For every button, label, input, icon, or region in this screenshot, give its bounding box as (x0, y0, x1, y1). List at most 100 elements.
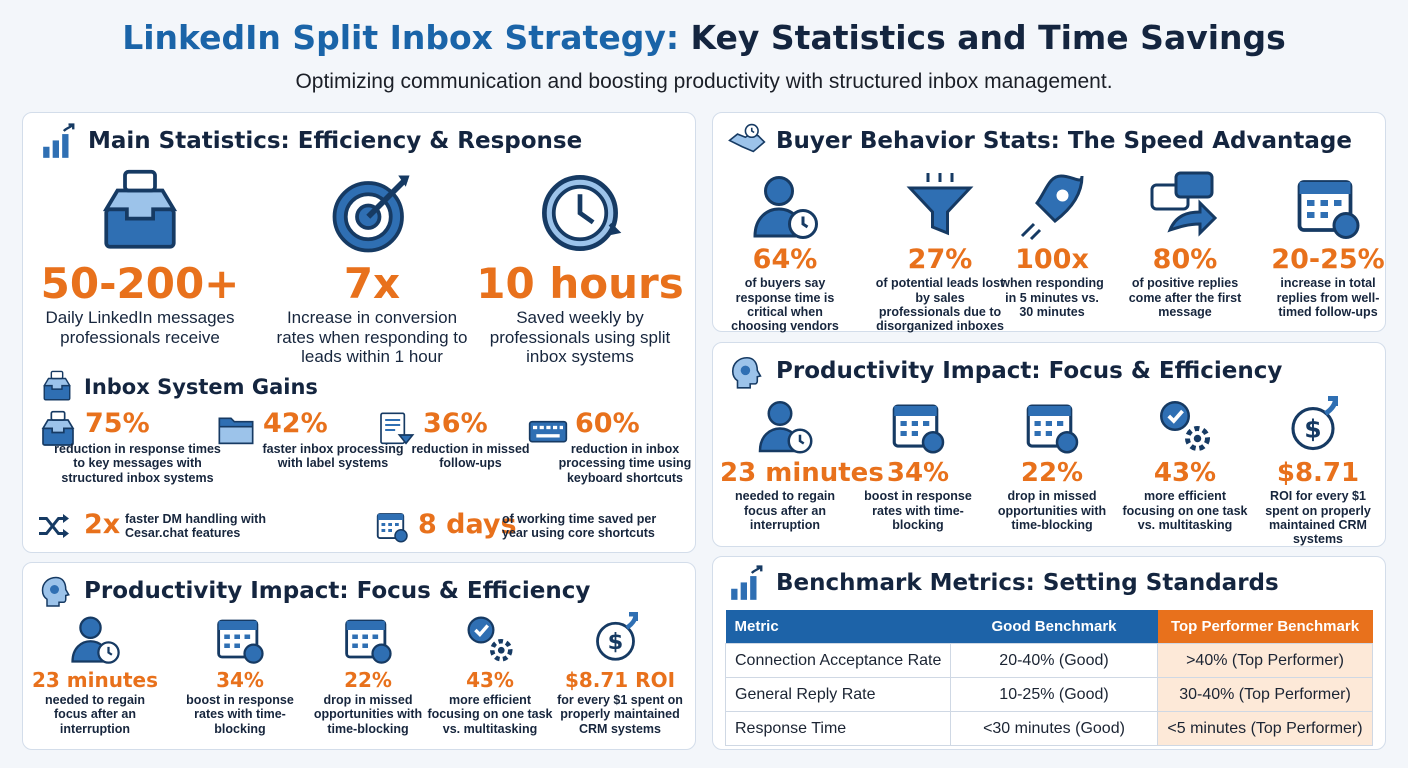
icon-shape (731, 567, 761, 600)
section-icon (38, 573, 74, 609)
column-header: Top Performer Benchmark (1157, 610, 1373, 644)
icon (535, 168, 625, 258)
item-label: reduction in response times to key messa… (54, 442, 221, 485)
title-rest: Key Statistics and Time Savings (690, 18, 1286, 57)
stat-label: Increase in conversion rates when respon… (276, 308, 468, 367)
table-cell: 20-40% (Good) (950, 643, 1158, 678)
icon (95, 168, 185, 258)
stat-label: more efficient focusing on one task vs. … (1122, 489, 1248, 533)
table-row: Response Time <30 minutes (Good) <5 minute… (725, 711, 1373, 746)
stat-label: for every $1 spent on properly maintaine… (557, 693, 683, 736)
stat-value: 43% (1153, 458, 1217, 488)
stat-label: needed to regain focus after an interrup… (44, 693, 146, 736)
stat-label: more efficient focusing on one task vs. … (427, 693, 553, 736)
stat-label: of buyers say response time is critical … (731, 276, 839, 334)
icon (728, 353, 766, 391)
icon-shape (1022, 176, 1082, 239)
benchmark-table: Metric Good Benchmark Top Performer Benc… (725, 610, 1373, 746)
stat-block: 43% more efficient focusing on one task v… (1123, 396, 1248, 532)
title-lead: LinkedIn Split Inbox Strategy: (122, 18, 680, 57)
stat-label: boost in response rates with time-blocki… (864, 489, 972, 533)
icon (1288, 396, 1348, 456)
section-title: Buyer Behavior Stats: The Speed Advantag… (776, 128, 1352, 154)
table-cell: <5 minutes (Top Performer) (1157, 711, 1373, 746)
icon-shape (219, 418, 252, 443)
section-title: Main Statistics: Efficiency & Response (88, 128, 583, 154)
stat-block: 43% more efficient focusing on one task v… (428, 612, 553, 736)
icon (216, 410, 256, 450)
section-icon (728, 123, 766, 161)
stat-value: 43% (466, 668, 514, 692)
icon-shape (43, 125, 73, 158)
icon-shape (760, 402, 811, 452)
icon-shape (43, 578, 69, 607)
stat-label: of positive replies come after the first… (1128, 276, 1242, 320)
icon (213, 612, 267, 666)
item-value: 36% (423, 408, 488, 439)
stat-block: 23 minutes needed to regain focus after a… (30, 612, 160, 736)
stat-value: 80% (1152, 244, 1218, 275)
stat-label: drop in missed opportunities with time-b… (997, 489, 1107, 533)
icon-shape (730, 125, 765, 152)
icon (463, 612, 517, 666)
stat-block: 50-200+ Daily LinkedIn messages professio… (25, 168, 255, 347)
icon (327, 168, 417, 258)
stat-label: Daily LinkedIn messages professionals re… (45, 308, 235, 347)
table-cell: Connection Acceptance Rate (725, 643, 951, 678)
stat-label: Saved weekly by professionals using spli… (489, 308, 671, 367)
icon (374, 508, 410, 544)
stat-block: 27% of potential leads lost by sales prof… (875, 170, 1005, 334)
icon-shape (544, 177, 617, 248)
stat-label: when responding in 5 minutes vs. 30 minu… (1000, 276, 1104, 320)
stat-value: 34% (886, 458, 950, 488)
page-title: LinkedIn Split Inbox Strategy: Key Stati… (0, 18, 1408, 57)
item-icon (216, 410, 256, 450)
icon (728, 123, 766, 161)
stat-value: $8.71 ROI (564, 668, 676, 692)
item-label: faster DM handling with Cesar.chat featu… (125, 512, 266, 541)
item-value: 2x (84, 509, 121, 540)
section-title: Productivity Impact: Focus & Efficiency (776, 358, 1283, 384)
stat-block: 80% of positive replies come after the fi… (1123, 170, 1248, 319)
column-header: Metric (725, 610, 951, 644)
icon (1149, 170, 1221, 242)
icon-shape (73, 618, 119, 663)
icon-shape (469, 618, 511, 660)
table-cell: <30 minutes (Good) (950, 711, 1158, 746)
stat-value: 50-200+ (40, 259, 240, 308)
stat-value: 34% (216, 668, 264, 692)
stat-block: 22% drop in missed opportunities with tim… (992, 396, 1112, 532)
stat-value: 22% (1020, 458, 1084, 488)
icon (1155, 396, 1215, 456)
icon-shape (106, 172, 174, 247)
item-label: faster inbox processing with label syste… (262, 442, 404, 471)
icon (728, 565, 766, 603)
page-subtitle: Optimizing communication and boosting pr… (295, 70, 1113, 93)
stat-label: increase in total replies from well-time… (1276, 276, 1380, 320)
stat-block: 22% drop in missed opportunities with tim… (308, 612, 428, 736)
icon-shape (733, 358, 761, 388)
item-label: reduction in inbox processing time using… (558, 442, 692, 485)
stat-block: 64% of buyers say response time is critic… (720, 170, 850, 334)
icon (68, 612, 122, 666)
item-icon (374, 508, 410, 544)
table-cell: >40% (Top Performer) (1157, 643, 1373, 678)
stat-block: 23 minutes needed to regain focus after a… (720, 396, 884, 532)
table-cell: 10-25% (Good) (950, 677, 1158, 712)
stat-value: 23 minutes (720, 458, 884, 488)
item-value: 75% (85, 408, 150, 439)
item-value: 60% (575, 408, 640, 439)
table-cell: 30-40% (Top Performer) (1157, 677, 1373, 712)
section-icon (728, 565, 766, 603)
icon (904, 170, 976, 242)
table-cell: General Reply Rate (725, 677, 951, 712)
icon-shape (381, 413, 413, 443)
icon-shape (219, 621, 263, 663)
icon-shape (910, 173, 970, 233)
item-label: reduction in missed follow-ups (411, 442, 530, 471)
stat-value: $8.71 (1276, 458, 1360, 488)
section-title: Inbox System Gains (84, 375, 318, 399)
